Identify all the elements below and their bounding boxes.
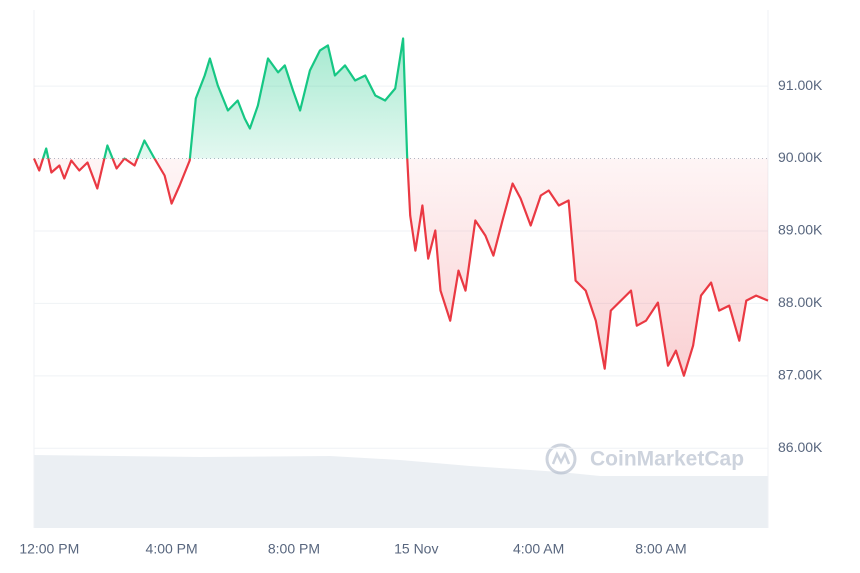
- watermark-logo: [545, 443, 577, 475]
- y-tick-label: 90.00K: [778, 149, 823, 165]
- y-tick-label: 86.00K: [778, 439, 823, 455]
- x-tick-label: 12:00 PM: [19, 541, 79, 557]
- area: [34, 38, 768, 376]
- x-tick-label: 8:00 AM: [635, 541, 686, 557]
- watermark: CoinMarketCap: [545, 443, 744, 475]
- watermark-logo: [551, 450, 571, 465]
- x-tick-label: 4:00 PM: [146, 541, 198, 557]
- price-line: [32, 37, 769, 377]
- y-tick-label: 88.00K: [778, 294, 823, 310]
- y-tick-label: 89.00K: [778, 222, 823, 238]
- x-tick-label: 8:00 PM: [268, 541, 320, 557]
- watermark-text: CoinMarketCap: [590, 448, 744, 471]
- y-tick-label: 87.00K: [778, 367, 823, 383]
- x-tick-label: 4:00 AM: [513, 541, 564, 557]
- x-tick-label: 15 Nov: [394, 541, 438, 557]
- y-tick-label: 91.00K: [778, 77, 823, 93]
- volume-area: [34, 455, 768, 528]
